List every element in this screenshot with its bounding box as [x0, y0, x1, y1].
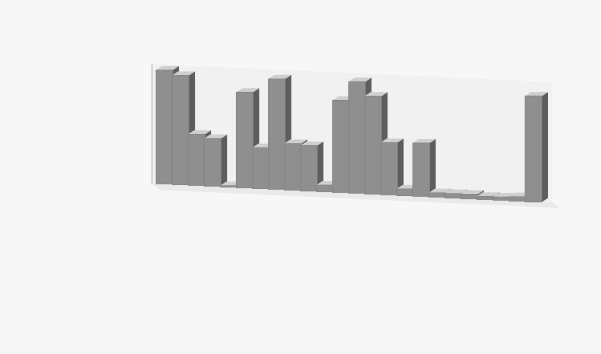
- bar-top: [380, 138, 404, 143]
- bar-top: [284, 139, 308, 144]
- bar-front: [284, 143, 302, 191]
- floor: [152, 184, 560, 208]
- bar-top: [348, 77, 372, 82]
- bar-front: [508, 196, 527, 202]
- bar-top: [172, 71, 196, 76]
- bar-top: [428, 188, 452, 193]
- bar-front: [252, 147, 270, 189]
- bar-front: [524, 95, 543, 203]
- bar-top: [525, 91, 548, 96]
- bar-front: [203, 138, 222, 187]
- bar-top: [364, 92, 388, 97]
- bar: [203, 134, 228, 187]
- bar-front: [364, 95, 382, 195]
- bar-front: [492, 196, 511, 201]
- bar-front: [476, 195, 495, 200]
- bar-front: [171, 75, 190, 186]
- bar-front: [235, 91, 254, 189]
- bar-front: [444, 193, 463, 199]
- bar-top: [236, 88, 260, 93]
- bar: [380, 138, 404, 196]
- bar: [412, 138, 436, 197]
- bar-front: [219, 185, 238, 188]
- bar-front: [380, 142, 398, 196]
- bar-front: [332, 100, 350, 193]
- bar-side: [221, 134, 228, 187]
- bar-front: [348, 81, 366, 194]
- bar-side: [397, 138, 404, 195]
- bar-top: [204, 134, 228, 139]
- bar-top: [156, 66, 179, 70]
- bar: [300, 141, 324, 192]
- bars: [155, 66, 548, 203]
- bar-top: [460, 190, 484, 195]
- bar-side: [317, 141, 324, 192]
- bar-top: [268, 74, 292, 79]
- bar-top: [444, 189, 468, 194]
- bar-front: [155, 69, 174, 185]
- bar-front: [396, 188, 414, 196]
- bar-top: [300, 141, 324, 146]
- bar-front: [412, 142, 430, 197]
- bar-side: [542, 91, 548, 202]
- bar-front: [268, 78, 286, 190]
- bar-top: [476, 192, 500, 197]
- bar-side: [429, 138, 436, 197]
- bar: [524, 91, 548, 203]
- bar-front: [187, 134, 206, 186]
- bar-front: [300, 145, 318, 192]
- bar-front: [316, 184, 334, 193]
- bar-front: [460, 194, 479, 200]
- bar-front: [428, 192, 446, 198]
- bar-top: [188, 130, 212, 135]
- bar-top: [412, 138, 436, 143]
